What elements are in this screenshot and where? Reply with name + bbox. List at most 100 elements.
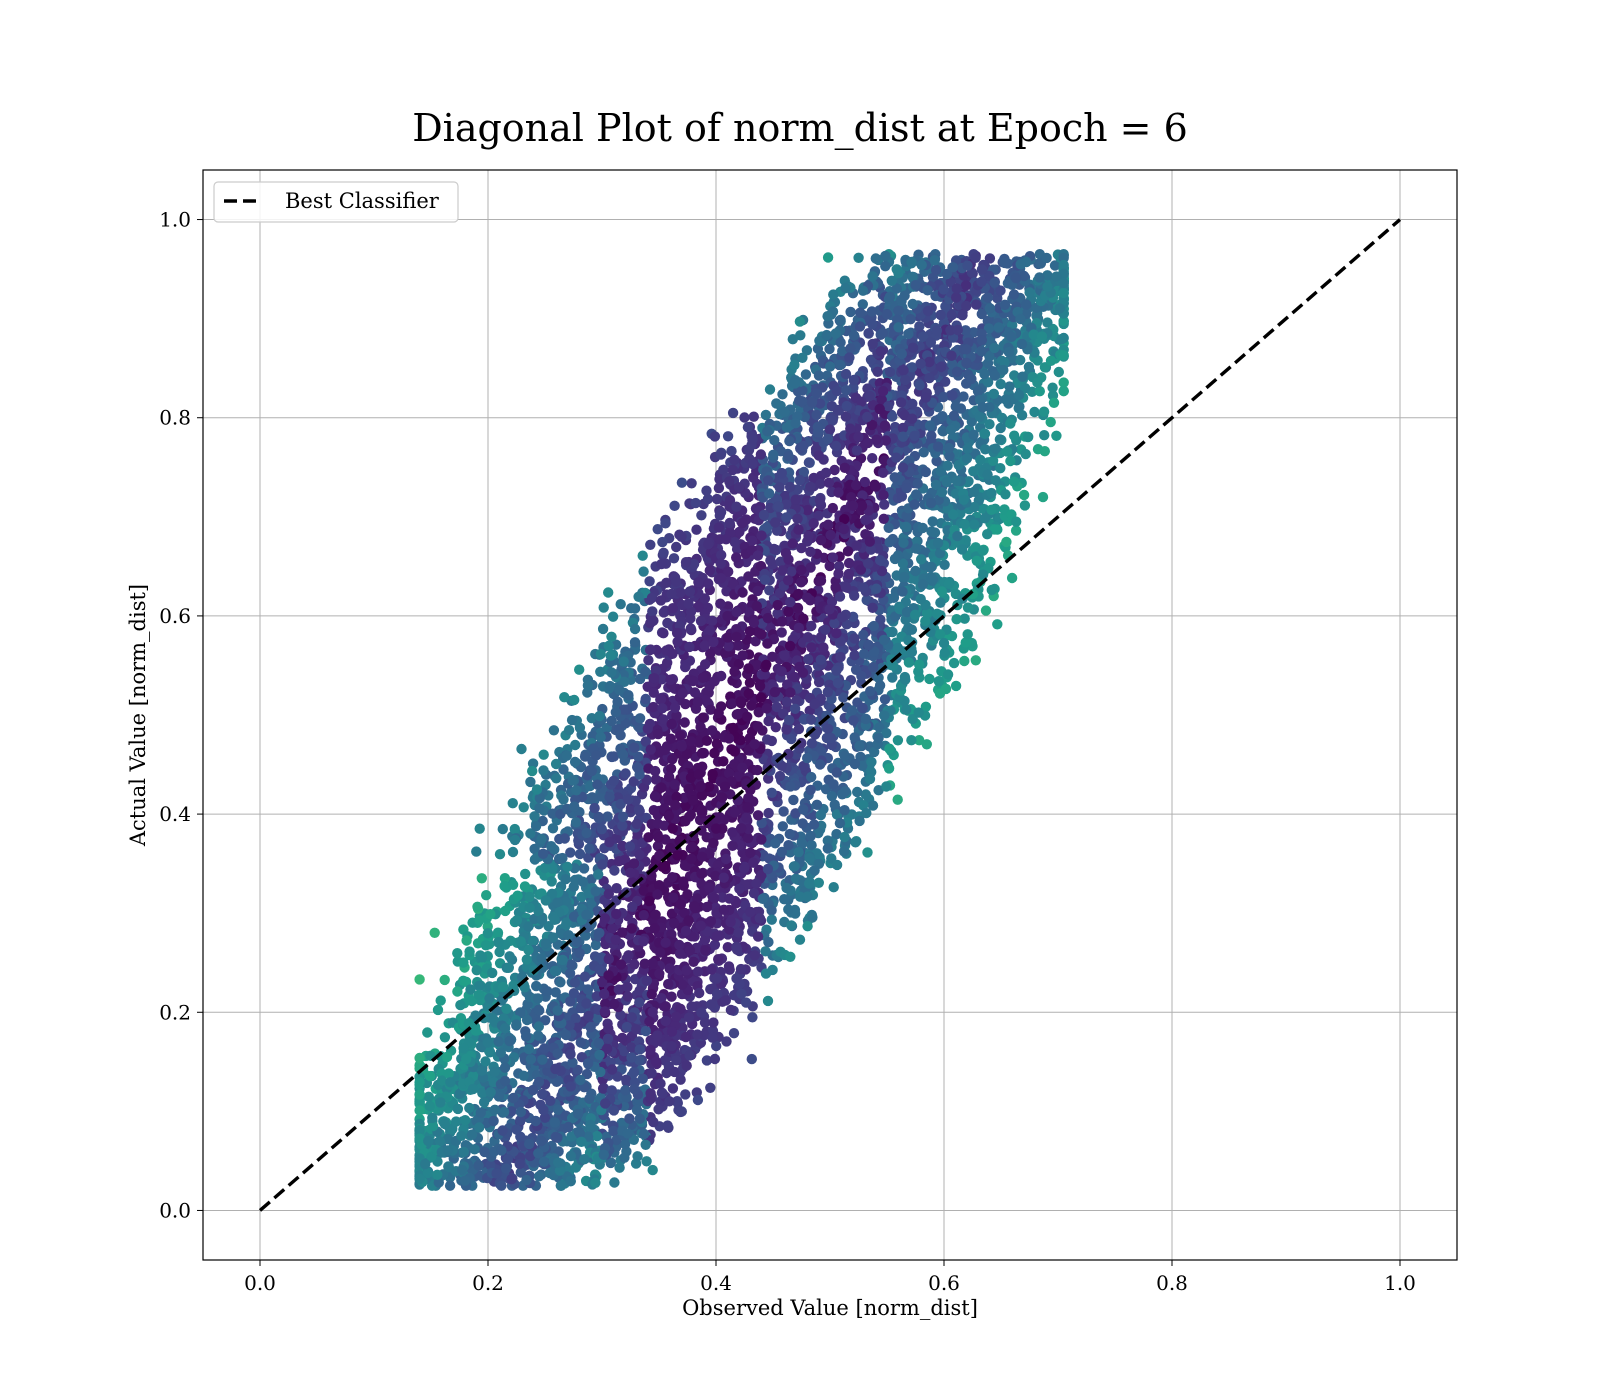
scatter-point xyxy=(763,807,774,819)
scatter-point xyxy=(865,686,876,697)
scatter-point xyxy=(897,558,909,569)
scatter-point xyxy=(1058,377,1069,388)
scatter-point xyxy=(608,751,620,762)
scatter-point xyxy=(880,250,891,262)
scatter-point xyxy=(640,1025,651,1037)
scatter-point xyxy=(942,669,954,680)
scatter-point xyxy=(835,337,846,348)
scatter-point xyxy=(696,804,707,815)
scatter-point xyxy=(608,1125,619,1137)
scatter-point xyxy=(455,999,466,1011)
scatter-point xyxy=(508,980,519,991)
scatter-point xyxy=(900,374,911,386)
scatter-point xyxy=(987,455,999,466)
scatter-point xyxy=(746,1053,757,1065)
scatter-point xyxy=(1019,500,1031,511)
scatter-point xyxy=(607,611,619,622)
scatter-point xyxy=(1015,354,1026,366)
scatter-point xyxy=(846,705,858,716)
scatter-point xyxy=(689,687,701,698)
scatter-point xyxy=(592,1012,603,1024)
scatter-point xyxy=(435,995,446,1006)
scatter-point xyxy=(609,998,620,1010)
scatter-point xyxy=(570,739,581,751)
scatter-point xyxy=(678,876,689,887)
scatter-point xyxy=(696,510,707,521)
scatter-point xyxy=(669,1066,680,1078)
scatter-point xyxy=(926,526,937,537)
scatter-point xyxy=(705,704,716,715)
scatter-point xyxy=(911,543,922,554)
scatter-point xyxy=(976,264,988,275)
scatter-point xyxy=(697,712,709,723)
scatter-point xyxy=(494,849,506,860)
scatter-point xyxy=(736,988,747,999)
scatter-point xyxy=(519,881,531,892)
scatter-point xyxy=(822,252,834,263)
scatter-point xyxy=(975,454,986,465)
scatter-point xyxy=(906,735,917,746)
scatter-point xyxy=(783,606,794,617)
scatter-point xyxy=(857,702,868,714)
scatter-point xyxy=(439,974,450,986)
scatter-point xyxy=(860,789,871,800)
scatter-point xyxy=(979,428,990,439)
scatter-point xyxy=(533,1004,544,1016)
scatter-point xyxy=(586,765,597,777)
scatter-point xyxy=(715,558,727,569)
scatter-point xyxy=(503,962,514,973)
scatter-point xyxy=(742,832,754,844)
scatter-point xyxy=(784,435,795,447)
scatter-point xyxy=(966,373,977,385)
scatter-point xyxy=(640,666,651,677)
scatter-point xyxy=(868,662,879,673)
scatter-point xyxy=(538,1104,549,1116)
plot-area: 0.0 0.2 0.4 0.6 0.8 1.00.00.20.40.60.81.0 xyxy=(159,169,1458,1295)
scatter-point xyxy=(880,435,891,446)
scatter-point xyxy=(884,366,896,378)
scatter-point xyxy=(649,791,661,802)
scatter-point xyxy=(781,512,792,523)
scatter-point xyxy=(547,808,558,819)
scatter-point xyxy=(551,773,562,784)
scatter-point xyxy=(629,637,641,648)
scatter-point xyxy=(838,692,849,703)
scatter-point xyxy=(802,504,813,516)
scatter-point xyxy=(779,650,790,661)
scatter-point xyxy=(658,547,669,558)
scatter-point xyxy=(833,568,844,579)
scatter-point xyxy=(842,546,854,557)
scatter-point xyxy=(1039,362,1051,373)
scatter-point xyxy=(951,614,962,625)
scatter-points xyxy=(414,249,1069,1191)
scatter-point xyxy=(613,856,625,867)
scatter-point xyxy=(586,898,597,909)
scatter-point xyxy=(590,886,601,897)
scatter-point xyxy=(787,538,798,549)
scatter-point xyxy=(982,529,993,540)
scatter-point xyxy=(867,800,879,811)
scatter-point xyxy=(806,840,817,851)
scatter-point xyxy=(605,1157,616,1168)
scatter-point xyxy=(989,277,1000,288)
scatter-point xyxy=(891,570,902,581)
scatter-point xyxy=(565,847,576,858)
scatter-point xyxy=(638,566,649,577)
scatter-point xyxy=(626,923,637,934)
scatter-point xyxy=(512,890,523,901)
scatter-point xyxy=(740,997,752,1008)
scatter-point xyxy=(581,1068,593,1080)
scatter-point xyxy=(729,746,740,757)
scatter-point xyxy=(763,773,774,784)
scatter-point xyxy=(813,510,824,521)
scatter-point xyxy=(539,862,551,874)
scatter-point xyxy=(460,976,472,987)
scatter-point xyxy=(858,800,869,811)
scatter-point xyxy=(620,1085,631,1096)
scatter-point xyxy=(920,701,932,712)
scatter-point xyxy=(582,984,594,995)
scatter-point xyxy=(724,893,735,904)
scatter-point xyxy=(948,657,960,669)
scatter-point xyxy=(1029,406,1040,418)
scatter-point xyxy=(798,440,809,452)
